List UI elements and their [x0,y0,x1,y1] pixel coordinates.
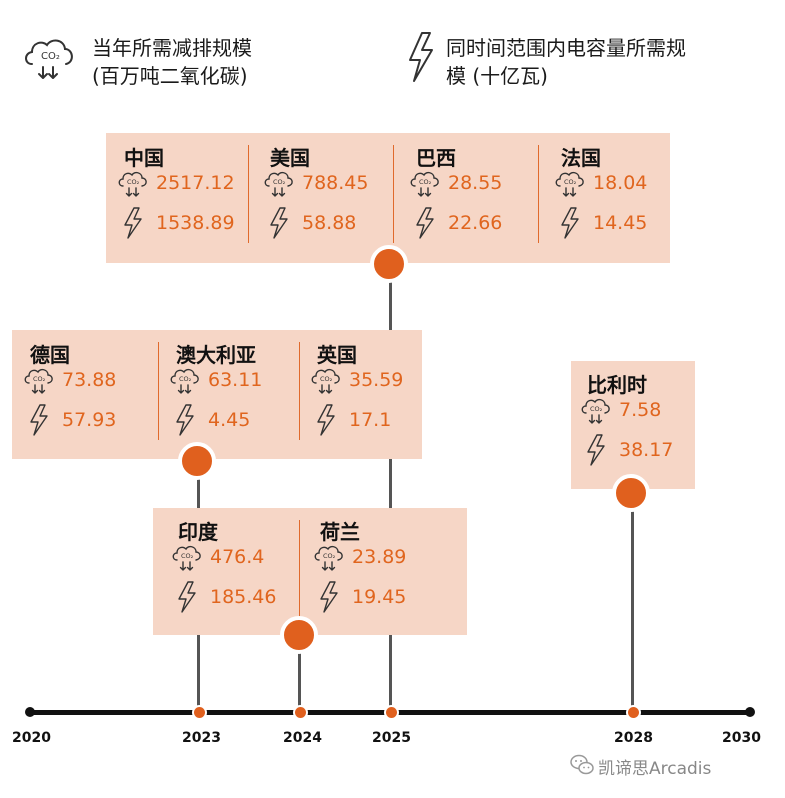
co2-value: 73.88 [62,369,117,391]
co2-value: 7.58 [619,399,662,421]
svg-text:CO₂: CO₂ [181,552,194,560]
power-value: 17.1 [349,409,392,431]
svg-text:CO₂: CO₂ [127,178,140,186]
co2-value: 28.55 [448,172,503,194]
svg-text:CO₂: CO₂ [590,405,603,413]
country-name: 德国 [30,343,70,367]
co2-value: 2517.12 [156,172,235,194]
lightning-icon [559,206,581,244]
group-box-2023 [12,330,422,459]
axis-dot-2023 [192,705,207,720]
svg-text:CO₂: CO₂ [323,552,336,560]
co2-cloud-icon: CO₂ [312,543,346,577]
legend-power-line2: 模 (十亿瓦) [446,64,548,88]
svg-text:CO₂: CO₂ [273,178,286,186]
lightning-icon [315,403,337,441]
power-value: 58.88 [302,212,357,234]
power-value: 14.45 [593,212,648,234]
group-box-2025-major [106,133,670,263]
country-name: 美国 [270,146,310,170]
lightning-icon [414,206,436,244]
power-value: 57.93 [62,409,117,431]
co2-value: 23.89 [352,546,407,568]
milestone-dot-2024 [280,616,318,654]
country-name: 澳大利亚 [176,343,256,367]
svg-text:CO₂: CO₂ [41,51,60,62]
group-box-2028 [571,361,695,489]
milestone-dot-2025 [370,245,408,283]
co2-cloud-icon: CO₂ [408,169,442,203]
power-value: 19.45 [352,586,407,608]
stem-2025 [389,270,392,712]
svg-text:CO₂: CO₂ [320,375,333,383]
co2-cloud-icon: CO₂ [170,543,204,577]
power-value: 38.17 [619,439,674,461]
co2-value: 476.4 [210,546,265,568]
power-value: 4.45 [208,409,251,431]
lightning-icon [268,206,290,244]
co2-cloud-icon: CO₂ [116,169,150,203]
legend-co2-line2: (百万吨二氧化碳) [92,64,248,88]
lightning-icon [176,580,198,618]
year-label-2028: 2028 [614,730,653,746]
year-label-2023: 2023 [182,730,221,746]
country-name: 巴西 [416,146,456,170]
axis-dot-2024 [293,705,308,720]
lightning-icon [174,403,196,441]
co2-value: 18.04 [593,172,648,194]
co2-value: 63.11 [208,369,263,391]
lightning-icon [318,580,340,618]
legend-power-line1: 同时间范围内电容量所需规 [446,36,686,60]
co2-cloud-icon: CO₂ [168,366,202,400]
country-name: 法国 [561,146,601,170]
milestone-dot-2023 [178,442,216,480]
country-name: 荷兰 [320,520,360,544]
axis-dot-2028 [626,705,641,720]
axis-start-dot [25,707,35,717]
year-label-2030: 2030 [722,730,761,746]
stem-2024 [298,640,301,712]
axis-dot-2025 [384,705,399,720]
power-value: 1538.89 [156,212,235,234]
power-value: 22.66 [448,212,503,234]
country-name: 比利时 [587,373,647,397]
lightning-icon [122,206,144,244]
legend-power-label: 同时间范围内电容量所需规 模 (十亿瓦) [446,34,686,90]
wechat-icon [570,754,594,775]
svg-text:CO₂: CO₂ [564,178,577,186]
country-name: 印度 [178,520,218,544]
co2-cloud-icon: CO₂ [25,39,73,79]
svg-text:CO₂: CO₂ [179,375,192,383]
svg-text:CO₂: CO₂ [419,178,432,186]
co2-cloud-icon: CO₂ [309,366,343,400]
svg-text:CO₂: CO₂ [33,375,46,383]
power-value: 185.46 [210,586,277,608]
legend-co2-line1: 当年所需减排规模 [92,36,252,60]
lightning-icon [409,32,433,82]
axis-end-dot [745,707,755,717]
co2-value: 788.45 [302,172,369,194]
co2-cloud-icon: CO₂ [553,169,587,203]
co2-cloud-icon: CO₂ [22,366,56,400]
co2-value: 35.59 [349,369,404,391]
group-box-2024 [153,508,467,635]
watermark-text: 凯谛思Arcadis [598,759,712,779]
stem-2028 [631,495,634,712]
year-label-2020: 2020 [12,730,51,746]
country-name: 中国 [124,146,164,170]
lightning-icon [28,403,50,441]
co2-cloud-icon: CO₂ [579,396,613,430]
year-label-2025: 2025 [372,730,411,746]
milestone-dot-2028 [612,474,650,512]
co2-cloud-icon: CO₂ [262,169,296,203]
country-name: 英国 [317,343,357,367]
year-label-2024: 2024 [283,730,322,746]
legend-co2-label: 当年所需减排规模 (百万吨二氧化碳) [92,34,252,90]
lightning-icon [585,433,607,471]
